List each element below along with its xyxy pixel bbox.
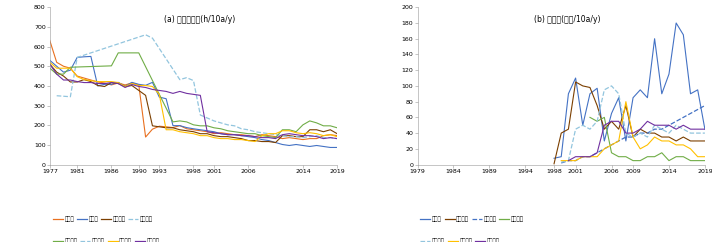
Text: (a) 쳑노동투입(h/10a/y): (a) 쳑노동투입(h/10a/y) [164, 15, 235, 24]
Legend: 전라남도, 전라북도, 충청남도, 충청북도: 전라남도, 전라북도, 충청남도, 충청북도 [53, 238, 159, 242]
Legend: 전라북도, 충청남도, 충청북도: 전라북도, 충청남도, 충청북도 [420, 238, 500, 242]
Text: (b) 임차로(천원/10a/y): (b) 임차로(천원/10a/y) [534, 15, 600, 24]
